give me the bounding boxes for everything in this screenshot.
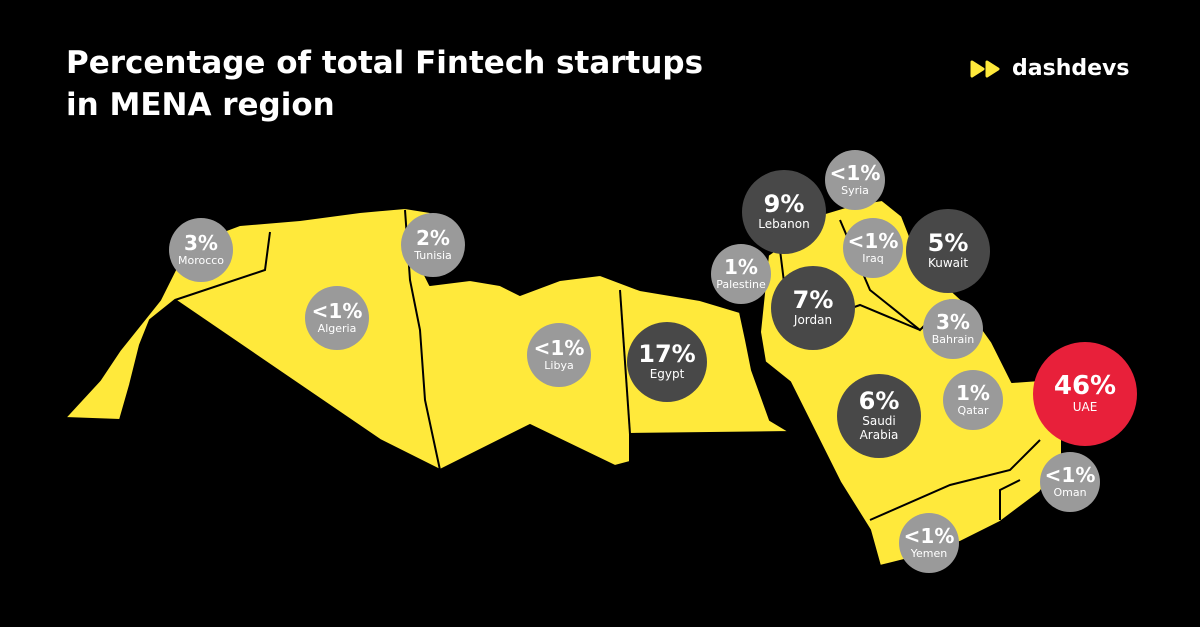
country-value: 1%	[724, 254, 758, 279]
country-bubble: 3% Morocco	[169, 218, 233, 282]
country-bubble: 5% Kuwait	[906, 209, 990, 293]
country-name: Tunisia	[414, 248, 452, 262]
border	[999, 479, 1021, 520]
country-bubble: <1% Yemen	[899, 513, 959, 573]
country-value: <1%	[311, 298, 363, 323]
country-name: Oman	[1053, 485, 1087, 499]
country-value: 2%	[416, 225, 450, 250]
country-bubble: 46% UAE	[1033, 342, 1137, 446]
title-line: in MENA region	[66, 87, 335, 123]
country-bubble: <1% Syria	[825, 150, 885, 210]
country-name: Algeria	[317, 321, 357, 335]
country-bubble: <1% Iraq	[843, 218, 903, 278]
title-line: Percentage of total Fintech startups	[66, 45, 704, 81]
country-value: <1%	[847, 228, 899, 253]
country-value: 7%	[792, 286, 834, 315]
country-name: Yemen	[910, 546, 948, 560]
country-name: UAE	[1072, 400, 1098, 415]
country-bubble: 3% Bahrain	[923, 299, 983, 359]
country-value: 46%	[1053, 371, 1117, 402]
country-name: Egypt	[649, 367, 685, 382]
country-value: <1%	[1044, 462, 1096, 487]
brand: dashdevs	[970, 56, 1129, 81]
brand-logo	[970, 60, 1000, 77]
country-bubble: <1% Libya	[527, 323, 591, 387]
country-name: Syria	[841, 183, 869, 197]
country-value: <1%	[903, 523, 955, 548]
country-bubble: 6% Saudi Arabia	[837, 374, 921, 458]
border	[174, 231, 271, 301]
maghreb-egypt	[64, 207, 791, 471]
country-name: Lebanon	[758, 217, 810, 232]
country-bubble: 1% Qatar	[943, 370, 1003, 430]
country-value: 5%	[927, 229, 969, 258]
country-name: Bahrain	[931, 332, 975, 346]
country-name: Libya	[544, 358, 574, 372]
country-bubble: <1% Algeria	[305, 286, 369, 350]
country-bubble: 17% Egypt	[627, 322, 707, 402]
country-name: Qatar	[957, 403, 989, 417]
country-value: <1%	[533, 335, 585, 360]
country-bubble: 2% Tunisia	[401, 213, 465, 277]
country-name: Kuwait	[927, 256, 969, 271]
country-value: <1%	[829, 160, 881, 185]
country-name: Morocco	[177, 253, 225, 267]
border	[619, 289, 631, 435]
country-bubble: 9% Lebanon	[742, 170, 826, 254]
border	[869, 439, 1041, 521]
country-value: 3%	[936, 309, 970, 334]
country-name: Iraq	[862, 251, 884, 265]
title: Percentage of total Fintech startups in …	[66, 42, 703, 126]
country-value: 6%	[858, 387, 900, 416]
country-bubble: 7% Jordan	[771, 266, 855, 350]
country-bubble: 1% Palestine	[711, 244, 771, 304]
country-name: Palestine	[716, 277, 766, 291]
country-name: Jordan	[793, 313, 833, 328]
country-value: 17%	[638, 340, 696, 369]
country-value: 1%	[956, 380, 990, 405]
brand-name: dashdevs	[1012, 56, 1130, 81]
country-value: 9%	[763, 190, 805, 219]
country-value: 3%	[184, 230, 218, 255]
country-name: Saudi Arabia	[859, 414, 899, 442]
country-bubble: <1% Oman	[1040, 452, 1100, 512]
